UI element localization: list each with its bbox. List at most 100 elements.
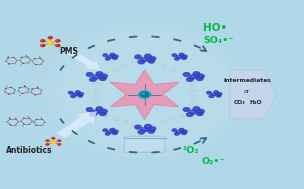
Circle shape	[46, 144, 48, 145]
Circle shape	[37, 87, 39, 88]
Circle shape	[141, 57, 148, 62]
Circle shape	[73, 93, 78, 96]
Circle shape	[74, 93, 76, 95]
Circle shape	[110, 53, 115, 56]
Circle shape	[42, 117, 43, 118]
Circle shape	[7, 57, 9, 58]
Circle shape	[177, 55, 182, 59]
Circle shape	[30, 59, 32, 60]
Circle shape	[27, 55, 29, 56]
Circle shape	[5, 88, 7, 89]
Text: CO₂: CO₂	[233, 100, 245, 105]
Circle shape	[28, 88, 30, 90]
Circle shape	[26, 85, 27, 86]
Circle shape	[89, 112, 96, 117]
Circle shape	[6, 121, 8, 122]
Circle shape	[186, 112, 193, 117]
Circle shape	[43, 60, 44, 62]
Circle shape	[89, 77, 96, 82]
Polygon shape	[64, 48, 100, 70]
Circle shape	[41, 119, 43, 120]
Circle shape	[100, 109, 108, 113]
Text: H₂O: H₂O	[249, 100, 262, 105]
Circle shape	[27, 92, 29, 93]
Circle shape	[92, 75, 100, 79]
Circle shape	[13, 57, 15, 58]
Circle shape	[10, 117, 12, 118]
Circle shape	[4, 91, 5, 92]
Circle shape	[58, 140, 60, 141]
Circle shape	[26, 55, 27, 56]
Circle shape	[182, 55, 188, 58]
Text: Antibiotics: Antibiotics	[6, 146, 53, 155]
Circle shape	[29, 124, 30, 125]
Circle shape	[46, 140, 48, 141]
Ellipse shape	[53, 29, 236, 153]
Text: intermediates: intermediates	[223, 78, 271, 83]
Circle shape	[75, 91, 81, 94]
Circle shape	[144, 54, 152, 58]
Circle shape	[56, 45, 58, 46]
Circle shape	[34, 94, 36, 95]
Circle shape	[78, 94, 83, 97]
Circle shape	[9, 117, 11, 118]
Circle shape	[45, 143, 50, 146]
Circle shape	[110, 128, 115, 131]
Circle shape	[20, 121, 22, 122]
Circle shape	[52, 137, 54, 138]
Circle shape	[49, 37, 50, 38]
Circle shape	[206, 91, 212, 94]
Circle shape	[140, 92, 149, 97]
Circle shape	[41, 90, 43, 91]
Circle shape	[105, 132, 110, 136]
Circle shape	[92, 110, 100, 114]
Circle shape	[189, 75, 197, 79]
Circle shape	[108, 56, 111, 57]
Circle shape	[19, 95, 21, 96]
Circle shape	[23, 117, 25, 119]
Circle shape	[142, 128, 146, 130]
Circle shape	[9, 124, 11, 125]
Circle shape	[181, 57, 187, 60]
Circle shape	[196, 76, 203, 81]
Circle shape	[212, 93, 215, 95]
Circle shape	[39, 58, 41, 59]
Circle shape	[172, 129, 177, 132]
Circle shape	[71, 95, 76, 98]
Circle shape	[138, 130, 145, 134]
Circle shape	[141, 127, 148, 132]
Circle shape	[27, 62, 29, 64]
Circle shape	[172, 53, 177, 57]
Circle shape	[38, 86, 39, 88]
Circle shape	[14, 63, 16, 64]
Circle shape	[36, 125, 37, 126]
Circle shape	[9, 118, 11, 119]
Circle shape	[15, 124, 17, 125]
Circle shape	[178, 56, 180, 57]
Circle shape	[6, 86, 8, 87]
Circle shape	[40, 44, 46, 47]
Circle shape	[22, 126, 24, 127]
Circle shape	[31, 61, 33, 62]
Circle shape	[39, 56, 41, 57]
Circle shape	[57, 139, 61, 142]
Circle shape	[149, 126, 156, 131]
Circle shape	[99, 76, 106, 81]
Circle shape	[134, 125, 142, 129]
Circle shape	[47, 41, 54, 45]
Circle shape	[138, 60, 145, 64]
Circle shape	[99, 112, 106, 116]
Circle shape	[178, 131, 180, 132]
Circle shape	[107, 130, 113, 134]
Circle shape	[179, 128, 184, 131]
Circle shape	[17, 91, 19, 92]
Circle shape	[57, 143, 61, 146]
Circle shape	[29, 117, 30, 119]
Circle shape	[86, 72, 93, 77]
Circle shape	[193, 71, 200, 76]
Circle shape	[181, 132, 187, 135]
Polygon shape	[57, 111, 97, 138]
Ellipse shape	[62, 34, 227, 147]
Circle shape	[45, 139, 50, 142]
Circle shape	[174, 57, 179, 60]
